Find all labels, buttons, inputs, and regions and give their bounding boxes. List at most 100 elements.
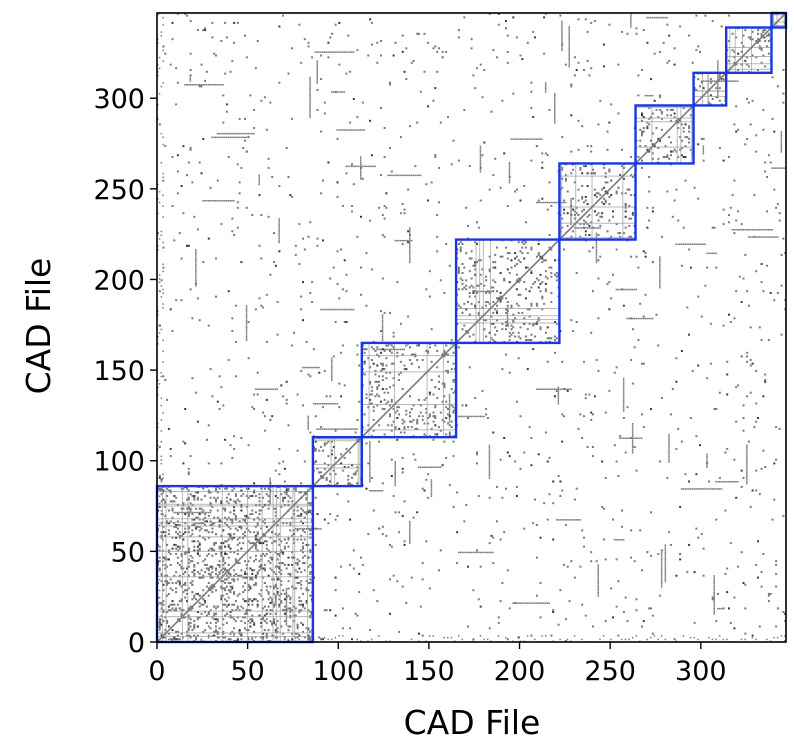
matrix-cell — [331, 366, 333, 369]
matrix-cell — [307, 235, 310, 238]
matrix-cell — [167, 632, 170, 635]
matrix-cell — [224, 562, 227, 565]
matrix-cell — [176, 618, 179, 621]
matrix-cell — [746, 466, 748, 468]
matrix-cell — [209, 511, 212, 514]
matrix-cell — [447, 371, 449, 374]
matrix-cell — [225, 496, 228, 499]
matrix-cell — [764, 229, 766, 231]
matrix-cell — [584, 199, 587, 202]
matrix-cell — [528, 138, 531, 140]
matrix-cell — [182, 591, 185, 594]
matrix-cell — [169, 578, 172, 581]
matrix-cell — [465, 415, 467, 418]
matrix-cell — [541, 161, 544, 164]
matrix-cell — [470, 551, 473, 554]
matrix-cell — [597, 564, 599, 566]
matrix-cell — [205, 511, 208, 514]
matrix-cell — [427, 41, 430, 44]
matrix-cell — [664, 578, 667, 581]
matrix-cell — [412, 516, 415, 519]
matrix-cell — [523, 451, 526, 454]
matrix-cell — [358, 440, 361, 443]
matrix-cell — [448, 410, 451, 412]
matrix-cell — [231, 317, 234, 320]
matrix-cell — [164, 574, 167, 577]
matrix-cell — [164, 580, 167, 583]
matrix-cell — [249, 618, 252, 621]
matrix-cell — [202, 261, 205, 264]
matrix-cell — [535, 602, 538, 604]
matrix-cell — [546, 208, 549, 211]
matrix-cell — [717, 91, 719, 93]
matrix-cell — [231, 489, 234, 492]
matrix-cell — [581, 227, 583, 229]
matrix-cell — [568, 40, 570, 42]
matrix-cell — [414, 174, 416, 177]
matrix-cell — [305, 589, 308, 592]
matrix-cell — [233, 509, 236, 512]
matrix-cell — [307, 527, 310, 530]
matrix-cell — [630, 235, 633, 238]
matrix-cell — [394, 482, 396, 485]
matrix-cell — [195, 598, 198, 601]
matrix-cell — [706, 462, 708, 465]
matrix-cell — [715, 80, 717, 82]
matrix-cell — [278, 571, 281, 574]
matrix-cell — [336, 428, 338, 430]
matrix-cell — [341, 91, 344, 93]
matrix-cell — [291, 638, 294, 641]
matrix-cell — [269, 101, 272, 104]
matrix-cell — [314, 415, 317, 418]
matrix-cell — [390, 400, 393, 403]
matrix-cell — [389, 413, 391, 416]
matrix-cell — [160, 493, 163, 496]
matrix-cell — [231, 616, 234, 619]
matrix-cell — [695, 49, 698, 52]
matrix-cell — [619, 288, 621, 291]
matrix-cell — [617, 288, 619, 291]
matrix-cell — [262, 598, 265, 601]
matrix-cell — [316, 78, 318, 81]
matrix-cell — [659, 139, 662, 142]
matrix-cell — [166, 621, 169, 624]
matrix-cell — [718, 607, 721, 610]
matrix-cell — [215, 621, 217, 624]
matrix-cell — [713, 595, 715, 597]
matrix-cell — [249, 621, 252, 624]
matrix-cell — [187, 489, 190, 492]
matrix-cell — [427, 422, 430, 425]
matrix-cell — [225, 621, 228, 624]
matrix-cell — [470, 250, 473, 253]
matrix-cell — [434, 344, 437, 347]
matrix-cell — [287, 545, 290, 548]
matrix-cell — [193, 498, 196, 501]
matrix-cell — [245, 514, 248, 517]
matrix-cell — [340, 308, 342, 311]
matrix-cell — [570, 218, 572, 220]
matrix-cell — [474, 264, 477, 267]
matrix-cell — [657, 116, 660, 119]
matrix-cell — [624, 437, 627, 439]
matrix-cell — [570, 114, 573, 117]
matrix-cell — [646, 148, 649, 151]
matrix-cell — [508, 167, 511, 169]
matrix-cell — [530, 602, 532, 604]
matrix-cell — [631, 432, 634, 434]
matrix-cell — [465, 279, 468, 282]
matrix-cell — [488, 459, 491, 461]
matrix-cell — [287, 563, 290, 566]
matrix-cell — [430, 360, 433, 363]
matrix-cell — [496, 330, 498, 332]
matrix-cell — [196, 611, 199, 613]
matrix-cell — [468, 313, 471, 316]
matrix-cell — [668, 34, 671, 37]
matrix-cell — [746, 446, 748, 448]
matrix-cell — [244, 621, 246, 624]
matrix-cell — [452, 351, 455, 354]
matrix-cell — [195, 249, 197, 251]
matrix-cell — [218, 627, 221, 630]
matrix-cell — [566, 388, 569, 390]
matrix-cell — [737, 69, 740, 71]
matrix-cell — [537, 252, 540, 255]
